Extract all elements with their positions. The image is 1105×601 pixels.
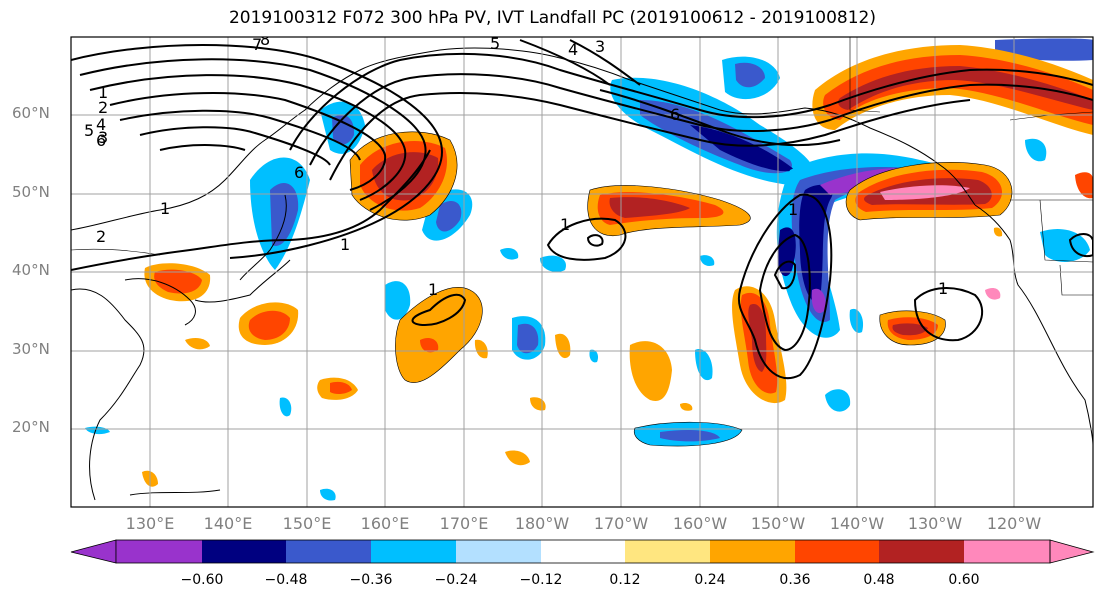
colorbar — [70, 539, 1095, 564]
lat-label: 50°N — [12, 183, 50, 201]
zero-contours — [349, 131, 1013, 447]
colorbar-bin — [116, 540, 202, 563]
lon-label: 140°E — [203, 514, 253, 533]
contour-label: 5 — [490, 34, 500, 53]
colorbar-tick-label: −0.24 — [434, 572, 478, 588]
colorbar-tick-label: −0.36 — [349, 572, 393, 588]
contour-label: 4 — [568, 40, 578, 59]
coastlines — [71, 47, 1093, 501]
lon-label: 160°E — [360, 514, 410, 533]
gridlines — [71, 37, 1093, 507]
map-area: 1 2 3 4 5 6 7 8 5 3 4 6 1 1 1 6 1 2 1 1 — [71, 30, 1093, 507]
colorbar-tick-label: 0.60 — [948, 572, 980, 588]
contour-label: 1 — [560, 215, 570, 234]
contour-labels: 1 2 3 4 5 6 7 8 5 3 4 6 1 1 1 6 1 2 1 1 — [84, 30, 948, 299]
colorbar-tick-label: −0.48 — [264, 572, 308, 588]
colorbar-tick-label: 0.36 — [779, 572, 811, 588]
contour-label: 1 — [98, 83, 108, 102]
lon-label: 130°W — [907, 514, 963, 533]
contour-label: 1 — [938, 279, 948, 298]
colorbar-tick-label: 0.12 — [609, 572, 641, 588]
lon-label: 120°W — [986, 514, 1042, 533]
colorbar-low-arrow — [70, 539, 117, 564]
lon-label: 130°E — [125, 514, 175, 533]
ivt-contours — [71, 39, 1093, 380]
contour-label: 3 — [98, 128, 108, 147]
lon-label: 150°E — [282, 514, 332, 533]
colorbar-bin — [286, 540, 371, 563]
colorbar-tick-label: 0.48 — [863, 572, 895, 588]
colorbar-bin — [964, 540, 1050, 563]
lon-label: 180°W — [514, 514, 570, 533]
contour-label: 6 — [294, 163, 304, 182]
lat-label: 60°N — [12, 104, 50, 122]
colorbar-bin — [879, 540, 964, 563]
colorbar-bin — [371, 540, 456, 563]
lon-label: 160°W — [672, 514, 728, 533]
colorbar-tick-label: −0.12 — [519, 572, 563, 588]
colorbar-high-arrow — [1049, 539, 1095, 564]
contour-label: 1 — [788, 200, 798, 219]
contour-label: 5 — [84, 121, 94, 140]
colorbar-tick-label: −0.60 — [180, 572, 224, 588]
colorbar-bin — [795, 540, 879, 563]
colorbar-bin — [202, 540, 286, 563]
lon-label: 150°W — [750, 514, 806, 533]
colorbar-tick-label: 0.24 — [694, 572, 726, 588]
political-borders — [71, 37, 1093, 296]
contour-label: 6 — [670, 105, 680, 124]
contour-label: 8 — [260, 30, 270, 49]
contour-label: 2 — [98, 98, 108, 117]
lat-label: 40°N — [12, 261, 50, 279]
colorbar-bin — [456, 540, 541, 563]
map-title: 2019100312 F072 300 hPa PV, IVT Landfall… — [228, 8, 876, 28]
map-frame — [70, 36, 1094, 508]
lon-label: 140°W — [829, 514, 885, 533]
contour-label: 1 — [428, 280, 438, 299]
contour-label: 2 — [96, 227, 106, 246]
contour-label: 4 — [96, 115, 106, 134]
lon-label: 170°E — [439, 514, 489, 533]
contour-label: 7 — [252, 35, 262, 54]
colorbar-bin — [541, 540, 625, 563]
contour-label: 1 — [340, 235, 350, 254]
colorbar-bin — [710, 540, 795, 563]
lat-label: 30°N — [12, 340, 50, 358]
lon-label: 170°W — [593, 514, 649, 533]
colorbar-bin — [625, 540, 710, 563]
contour-label: 3 — [595, 37, 605, 56]
lat-label: 20°N — [12, 418, 50, 436]
contour-label: 6 — [96, 131, 106, 150]
contour-label: 1 — [160, 199, 170, 218]
